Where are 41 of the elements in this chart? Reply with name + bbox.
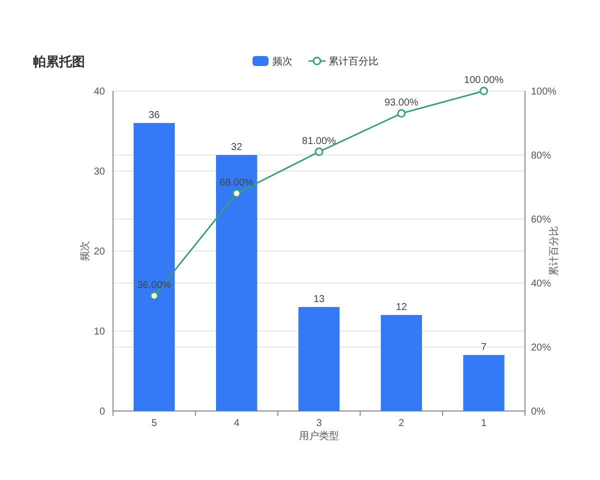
bar <box>134 123 175 411</box>
y-tick-label: 40 <box>94 86 106 98</box>
x-tick-label: 5 <box>151 418 158 429</box>
bar <box>216 155 258 411</box>
point <box>480 86 488 96</box>
data-label: 13 <box>313 294 325 305</box>
data-label: 68.00% <box>220 177 254 188</box>
x-tick-label: 4 <box>234 418 240 429</box>
y2-tick-label: 80% <box>531 150 552 162</box>
x-tick-label: 2 <box>398 418 405 429</box>
data-label: 7 <box>481 342 488 353</box>
legend-label: 频次 <box>272 56 292 68</box>
point <box>397 109 406 118</box>
y-tick-label: 10 <box>94 326 106 338</box>
point <box>314 148 324 156</box>
y-tick-label: 30 <box>94 166 106 178</box>
y-tick-label: 20 <box>94 246 106 258</box>
x-tick-label: 1 <box>481 418 488 429</box>
data-label: 93.00% <box>384 97 418 108</box>
bar <box>380 315 422 411</box>
y2-tick-label: 20% <box>531 342 552 354</box>
data-label: 32 <box>231 142 243 153</box>
y-tick-label: 0 <box>99 406 106 418</box>
data-label: 36 <box>148 110 160 121</box>
x-tick-label: 3 <box>316 418 322 429</box>
x-axis-title: 用户类型 <box>299 430 339 442</box>
y2-tick-label: 40% <box>531 278 552 290</box>
bar <box>463 355 504 411</box>
data-label: 12 <box>396 302 408 313</box>
point <box>150 292 158 300</box>
bar <box>298 307 340 411</box>
y2-tick-label: 0% <box>531 406 546 418</box>
y2-tick-label: 60% <box>531 214 552 226</box>
y2-tick-label: 100% <box>531 86 557 98</box>
data-label: 81.00% <box>302 136 336 147</box>
y2-axis-title: 累计百分比 <box>548 226 560 276</box>
chart-title: 帕累托图 <box>33 54 85 69</box>
point <box>232 189 241 198</box>
data-label: 100.00% <box>464 75 504 86</box>
legend-label: 累计百分比 <box>328 56 378 68</box>
y-axis-title: 频次 <box>79 241 91 261</box>
